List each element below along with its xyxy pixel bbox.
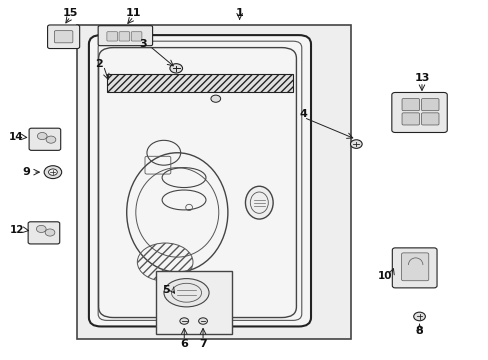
FancyBboxPatch shape [391,93,447,132]
Circle shape [413,312,425,321]
Circle shape [180,318,188,324]
Text: 10: 10 [378,271,392,282]
Circle shape [46,136,56,143]
Text: 11: 11 [125,8,141,18]
FancyBboxPatch shape [47,25,80,49]
Text: 9: 9 [22,167,31,177]
Circle shape [45,229,55,236]
Text: 8: 8 [415,326,423,336]
FancyBboxPatch shape [421,113,438,125]
FancyBboxPatch shape [401,113,419,125]
Text: 5: 5 [162,285,169,295]
Text: 2: 2 [95,59,102,69]
FancyBboxPatch shape [401,253,428,281]
Circle shape [48,169,57,175]
FancyBboxPatch shape [131,32,142,41]
FancyBboxPatch shape [28,222,60,244]
Circle shape [350,140,362,148]
FancyBboxPatch shape [119,32,129,41]
Circle shape [37,132,47,140]
Text: 13: 13 [413,73,429,83]
FancyBboxPatch shape [98,26,152,46]
Text: 15: 15 [62,8,78,18]
Text: 14: 14 [9,132,23,142]
FancyBboxPatch shape [391,248,436,288]
Text: 1: 1 [235,8,243,18]
Bar [107,74,292,92]
FancyBboxPatch shape [29,128,61,150]
FancyBboxPatch shape [107,32,117,41]
Circle shape [198,318,207,324]
Circle shape [44,166,61,179]
FancyBboxPatch shape [89,35,310,327]
FancyBboxPatch shape [401,99,419,111]
FancyBboxPatch shape [421,99,438,111]
Ellipse shape [245,186,273,219]
Circle shape [210,95,220,102]
Circle shape [36,225,46,233]
Ellipse shape [163,279,209,307]
Text: 12: 12 [10,225,24,235]
Bar [156,271,231,334]
Circle shape [169,64,182,73]
Text: 4: 4 [299,109,307,119]
Text: 3: 3 [139,39,147,49]
FancyBboxPatch shape [54,31,73,43]
Bar [77,24,351,339]
Text: 6: 6 [180,339,188,349]
Text: 7: 7 [199,339,206,349]
